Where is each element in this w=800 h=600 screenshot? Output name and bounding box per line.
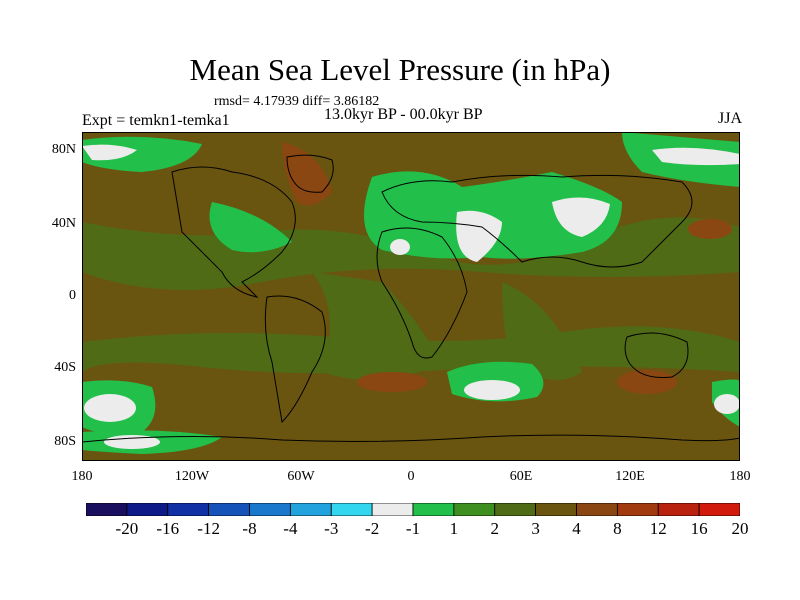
- colorbar-swatch: [330, 503, 373, 516]
- colorbar-swatch: [86, 503, 128, 516]
- lon-label-180e: 180: [729, 469, 751, 484]
- contour-white-arabia: [456, 210, 502, 262]
- colorbar-tick-label: 16: [690, 519, 708, 538]
- coast-antarctica: [82, 434, 740, 443]
- chart-title: Mean Sea Level Pressure (in hPa): [189, 52, 611, 87]
- lon-label-0: 0: [407, 469, 415, 484]
- colorbar-swatch: [535, 503, 577, 516]
- lat-label-40n: 40N: [51, 216, 76, 231]
- contour-north-america-green: [209, 202, 292, 253]
- experiment-label: Expt = temkn1-temka1: [82, 112, 230, 129]
- colorbar-tick-label: -12: [197, 519, 220, 538]
- colorbar-swatch: [289, 503, 332, 516]
- lat-label-40s: 40S: [54, 360, 76, 375]
- contour-white-arctic-west: [82, 144, 137, 161]
- colorbar-tick-label: -4: [283, 519, 298, 538]
- colorbar-tick-label: 3: [531, 519, 540, 538]
- colorbar-tick-label: -1: [405, 519, 421, 538]
- contour-white-central-asia: [552, 197, 610, 237]
- season-label: JJA: [717, 110, 742, 127]
- contour-eurasia-green: [364, 171, 622, 259]
- colorbar-swatch: [453, 503, 496, 516]
- colorbar-tick-label: -8: [242, 519, 257, 538]
- colorbar-swatch: [698, 503, 740, 516]
- lon-label-60e: 60E: [509, 469, 533, 484]
- colorbar-swatch: [371, 503, 414, 516]
- colorbar-swatch: [494, 503, 537, 516]
- coast-australia: [624, 332, 689, 378]
- contour-white-arctic-east: [652, 147, 740, 166]
- colorbar-tick-label: -20: [115, 519, 139, 538]
- colorbar-tick-label: -16: [156, 519, 180, 538]
- colorbar-swatch: [657, 503, 700, 516]
- contour-white-indian-ocean: [464, 380, 520, 400]
- colorbar-tick-label: 1: [449, 519, 459, 538]
- colorbar-swatch: [249, 503, 291, 516]
- colorbar-tick-label: 2: [490, 519, 500, 538]
- colorbar-swatch: [126, 503, 169, 516]
- contour-white-southeast: [714, 394, 740, 414]
- colorbar-tick-label: 20: [731, 519, 749, 538]
- colorbar-swatch: [616, 503, 659, 516]
- lon-label-180w: 180: [71, 469, 93, 484]
- colorbar-tick-label: -3: [324, 519, 339, 538]
- contour-south-atlantic-brown: [357, 372, 427, 392]
- contour-north-pacific-brown: [688, 219, 732, 239]
- colorbar-swatch: [412, 503, 455, 516]
- time-period-label: 13.0kyr BP - 00.0kyr BP: [324, 106, 483, 123]
- colorbar-tick-label: 4: [572, 519, 581, 538]
- contour-white-sahara: [390, 239, 410, 255]
- lat-label-80n: 80N: [51, 142, 76, 157]
- coast-greenland: [286, 154, 334, 193]
- coast-africa: [376, 227, 468, 359]
- contour-greenland-brown: [282, 142, 332, 206]
- pressure-map: [82, 132, 740, 461]
- lon-label-60w: 60W: [287, 469, 315, 484]
- map-svg: [82, 132, 740, 461]
- colorbar-tick-label: 12: [649, 519, 667, 538]
- colorbar: [86, 503, 740, 516]
- map-frame: [82, 132, 740, 461]
- rmsd-diff-stats: rmsd= 4.17939 diff= 3.86182: [214, 94, 380, 109]
- lat-label-80s: 80S: [54, 434, 76, 449]
- colorbar-tick-label: 8: [613, 519, 622, 538]
- lat-label-0: 0: [69, 288, 76, 303]
- contour-white-southwest: [84, 394, 136, 422]
- coast-south-america: [264, 295, 326, 424]
- colorbar-tick-label: -2: [365, 519, 380, 538]
- contour-indian-olive: [502, 282, 582, 380]
- lon-label-120w: 120W: [174, 469, 210, 484]
- coast-north-america: [171, 166, 296, 298]
- colorbar-swatch: [208, 503, 250, 516]
- coastlines: [82, 154, 740, 443]
- colorbar-swatch: [576, 503, 618, 516]
- lon-label-120e: 120E: [615, 469, 645, 484]
- contour-atlantic-olive: [312, 272, 442, 380]
- colorbar-swatch: [167, 503, 210, 516]
- coast-eurasia: [381, 174, 693, 268]
- contour-south-pacific-brown: [617, 370, 677, 394]
